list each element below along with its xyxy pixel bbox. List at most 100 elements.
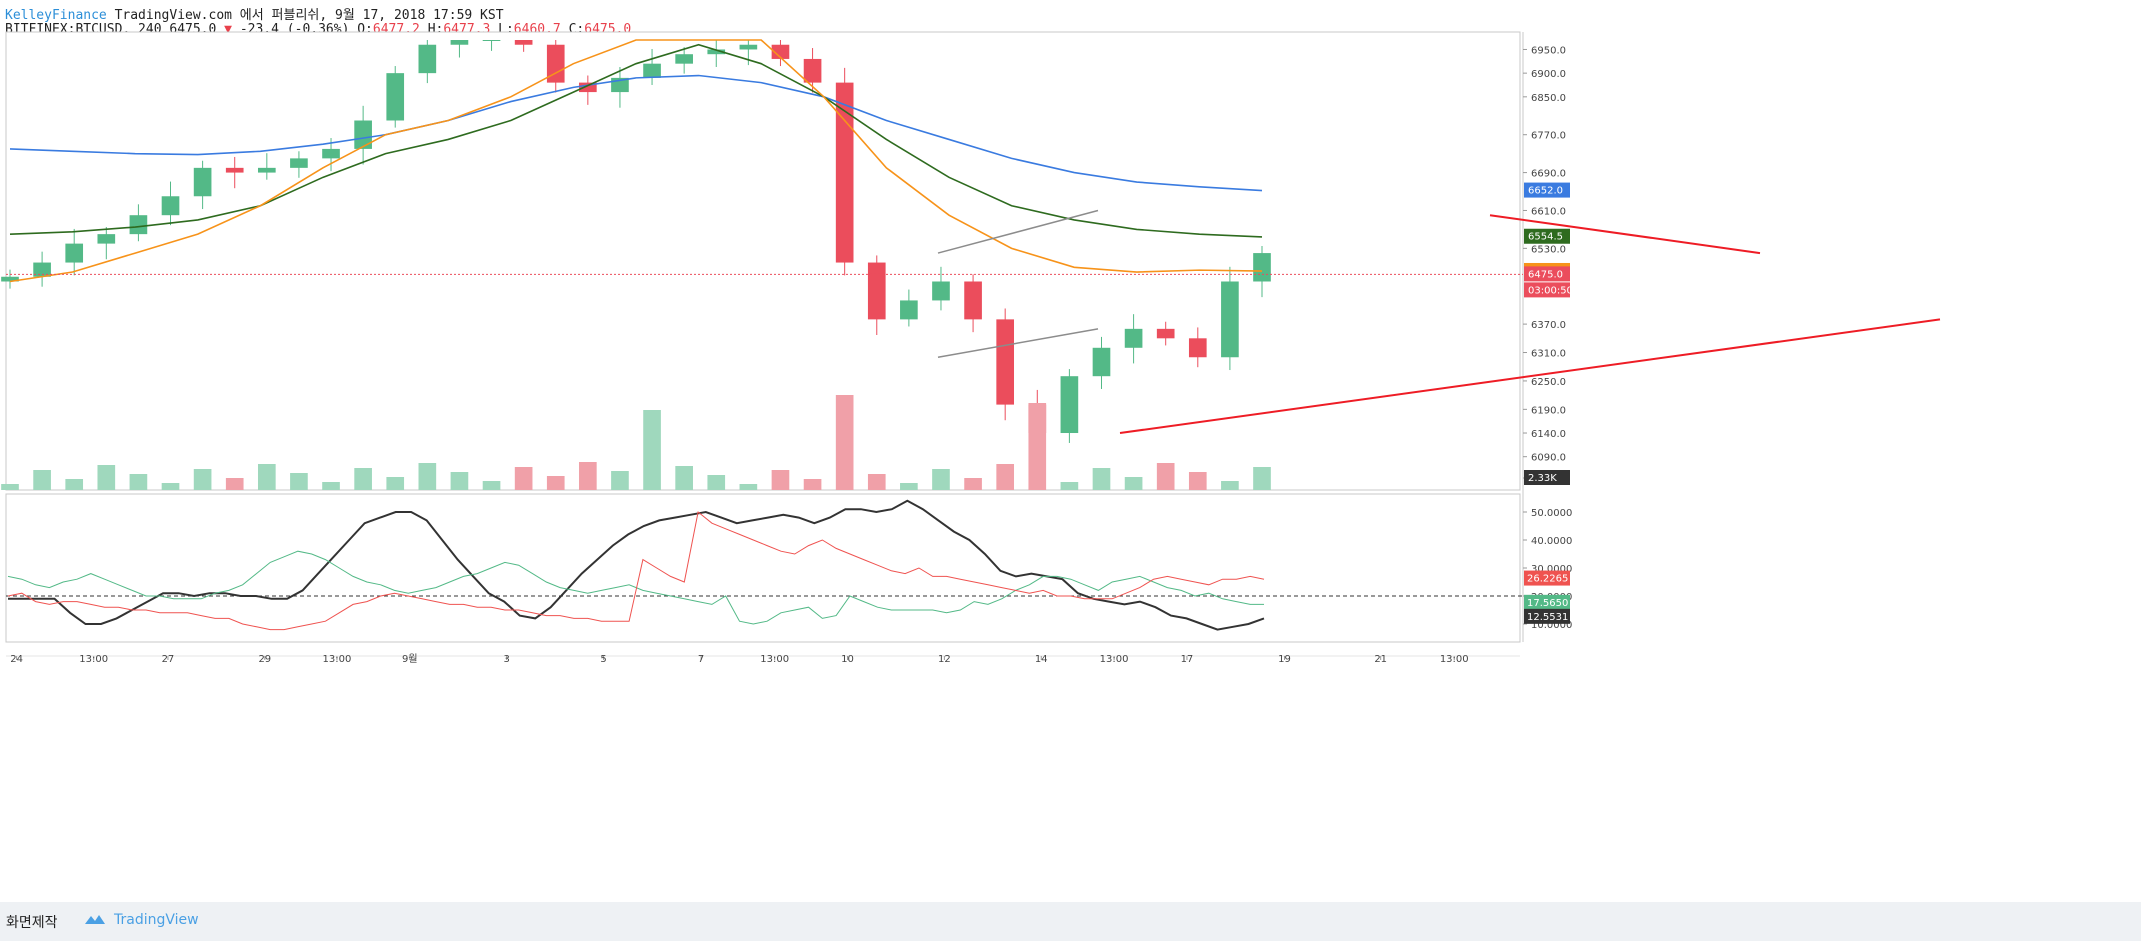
- price-tag-label: 6652.0: [1528, 186, 1563, 197]
- price-tag-label: 6554.5: [1528, 232, 1563, 243]
- volume-bar: [835, 395, 854, 490]
- candle-body: [1060, 376, 1079, 434]
- time-tick-label: 27: [162, 654, 175, 665]
- time-tick-label: 3: [503, 654, 509, 665]
- price-tick-label: 6770.0: [1531, 131, 1566, 142]
- volume-bar: [1060, 482, 1079, 490]
- candle-body: [1124, 328, 1143, 348]
- price-tag-bg: [1524, 470, 1570, 485]
- volume-bar: [643, 410, 661, 490]
- ma-green-line: [9, 43, 1263, 238]
- ema-orange-line: [9, 39, 1263, 283]
- volume-bar: [996, 464, 1015, 490]
- volume-bar: [803, 479, 822, 490]
- osc-tick-label: 50.0000: [1531, 508, 1572, 519]
- volume-bar: [1, 484, 19, 490]
- volume-bar: [161, 483, 180, 490]
- candle-body: [900, 300, 918, 320]
- time-tick-label: 19: [1278, 654, 1291, 665]
- candle-body: [1, 276, 19, 282]
- main-pane: [5, 31, 1521, 491]
- osc-line-di_minus: [7, 511, 1265, 631]
- candles: [1, 40, 1271, 490]
- time-tick-label: 10: [841, 654, 854, 665]
- footer-label: 화면제작: [6, 915, 58, 931]
- candle-body: [996, 319, 1015, 405]
- candle-body: [193, 167, 212, 197]
- tradingview-logo-icon[interactable]: [84, 911, 106, 927]
- volume-bar: [514, 467, 533, 490]
- candle-body: [354, 120, 372, 149]
- support-trendline: [1119, 318, 1941, 435]
- osc-tag-label: 26.2265: [1527, 574, 1568, 585]
- price-tag-label: 6475.0: [1528, 269, 1563, 280]
- price-tick-label: 6950.0: [1531, 45, 1566, 56]
- volume-bar: [97, 465, 116, 490]
- footer-brand[interactable]: TradingView: [114, 912, 199, 928]
- volume-bar: [65, 479, 84, 490]
- candle-body: [418, 44, 437, 74]
- time-tick-label: 5: [600, 654, 606, 665]
- osc-tick-label: 30.0000: [1531, 564, 1572, 575]
- volume-bar: [739, 484, 758, 490]
- time-tick-label: 14: [1035, 654, 1048, 665]
- candle-body: [1221, 281, 1239, 358]
- candle-body: [1092, 347, 1111, 377]
- trading-chart[interactable]: 6950.0 6900.0 6850.0 6770.0 6690.0 6610.0 6530…: [0, 0, 2141, 902]
- candle-body: [546, 44, 565, 83]
- osc-tag-bg: [1524, 570, 1570, 586]
- price-tag-bg: [1524, 228, 1570, 244]
- price-tag-bg: [1524, 182, 1570, 198]
- time-tick-label: 29: [258, 654, 271, 665]
- time-tick-label: 13:00: [760, 654, 789, 665]
- candle-body: [225, 167, 244, 173]
- volume-bar: [675, 466, 693, 490]
- volume-bar: [900, 483, 918, 490]
- time-tick-label: 13:00: [79, 654, 108, 665]
- volume-bar: [193, 469, 212, 490]
- time-tick-label: 12: [938, 654, 951, 665]
- volume-bar: [611, 471, 629, 490]
- osc-tag-label: 12.5531: [1527, 612, 1568, 623]
- volume-bar: [450, 472, 469, 490]
- price-tick-label: 6190.0: [1531, 405, 1566, 416]
- volume-bar: [290, 473, 308, 490]
- time-tick-label: 7: [698, 654, 704, 665]
- volume-bar: [707, 475, 726, 490]
- price-tick-label: 6090.0: [1531, 453, 1566, 464]
- time-tick-label: 9월: [402, 653, 418, 665]
- price-tag-bg: [1524, 266, 1570, 282]
- price-tick-label: 6310.0: [1531, 349, 1566, 360]
- channel-upper-line: [937, 209, 1099, 254]
- candle-body: [386, 73, 405, 121]
- candle-body: [771, 44, 790, 59]
- volume-bar: [386, 477, 405, 490]
- publish-line: KelleyFinance TradingView.com 에서 퍼블리쉬, 9…: [5, 4, 504, 23]
- osc-tick-label: 40.0000: [1531, 536, 1572, 547]
- candle-body: [867, 262, 886, 320]
- price-tag-bg: [1524, 282, 1570, 298]
- volume-bar: [1188, 472, 1207, 490]
- time-tick-label: 17: [1181, 654, 1194, 665]
- osc-tag-bg: [1524, 594, 1570, 610]
- candle-body: [97, 234, 116, 244]
- ma-blue-line: [9, 74, 1263, 192]
- candle-body: [514, 40, 533, 45]
- osc-tick-label: 10.0000: [1531, 620, 1572, 631]
- candle-body: [161, 196, 180, 216]
- candle-body: [1253, 253, 1271, 282]
- candle-body: [33, 262, 51, 277]
- volume-bar: [771, 470, 790, 490]
- resistance-trendline: [1489, 214, 1761, 255]
- author-name[interactable]: KelleyFinance: [5, 8, 107, 23]
- volume-bar: [867, 474, 886, 490]
- volume-bar: [482, 481, 501, 490]
- volume-bar: [129, 474, 148, 490]
- candle-body: [129, 215, 148, 235]
- volume-bar: [579, 462, 597, 490]
- candle-body: [803, 58, 822, 83]
- osc-tag-label: 17.5650: [1527, 598, 1568, 609]
- volume-bar: [1028, 403, 1047, 490]
- candle-body: [739, 44, 758, 50]
- volume-bar: [225, 478, 244, 490]
